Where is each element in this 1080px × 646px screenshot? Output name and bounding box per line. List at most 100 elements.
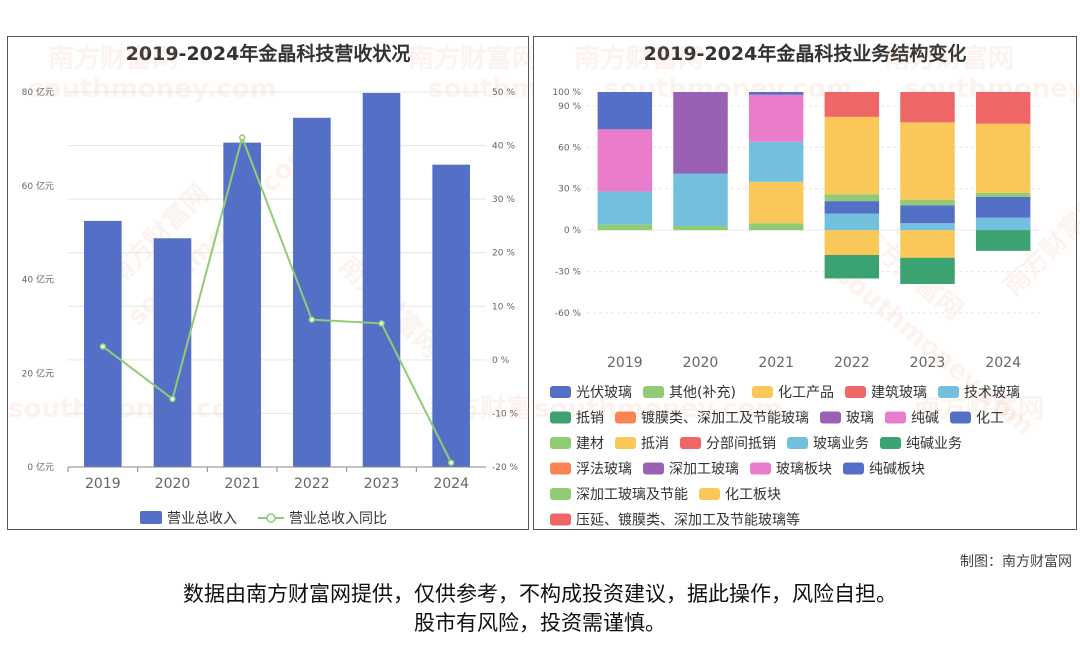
legend-swatch	[680, 437, 701, 449]
yoy-point	[447, 459, 455, 466]
y-tick-left: 20 亿元	[22, 367, 54, 379]
stack-segment	[748, 92, 804, 95]
y-tick-left: 60 亿元	[22, 180, 54, 192]
y-tick-right: 40 %	[492, 142, 515, 152]
watermark-text: 南方财富网	[408, 43, 538, 74]
legend-swatch	[550, 513, 571, 526]
legend-label: 抵销	[576, 411, 604, 427]
legend-label: 压延、镀膜类、深加工及节能玻璃等	[576, 512, 800, 529]
y-tick-right: 50 %	[492, 88, 515, 98]
chart-credit: 制图：南方财富网	[960, 554, 1072, 570]
y-tick-left: 0 亿元	[27, 461, 54, 473]
legend-swatch	[820, 411, 841, 424]
y-tick: 60 %	[558, 143, 581, 153]
stack-segment	[900, 92, 955, 123]
stack-segment	[748, 223, 804, 231]
revenue-chart: 南方财富网southmoney.com南方财富网southmoney.com南方…	[8, 43, 677, 527]
y-tick: -60 %	[555, 309, 582, 319]
stack-segment	[975, 92, 1031, 124]
structure-chart-panel: 2019-2024年金晶科技业务结构变化 南方财富网 southmoney.com…	[533, 36, 1080, 530]
legend-label: 抵消	[641, 436, 669, 452]
stack-segment	[748, 94, 804, 142]
y-tick-right: -20 %	[492, 463, 519, 473]
stack-segment	[824, 194, 880, 202]
legend-label: 纯碱板块	[869, 462, 925, 478]
stack-segment	[900, 205, 955, 224]
x-tick-label: 2024	[985, 355, 1021, 371]
legend-swatch-revenue	[140, 511, 162, 524]
legend-label: 建筑玻璃	[871, 384, 927, 401]
legend-swatch	[550, 386, 571, 398]
legend-swatch	[550, 462, 571, 475]
stack-segment	[900, 257, 955, 284]
stack-segment	[748, 181, 804, 224]
legend-swatch	[880, 437, 901, 449]
x-tick-label: 2022	[294, 476, 330, 492]
stack-segment	[748, 141, 804, 182]
revenue-chart-title: 2019-2024年金晶科技营收状况	[125, 43, 411, 65]
legend-swatch	[938, 386, 959, 398]
stack-segment	[673, 92, 728, 174]
y-tick-right: -10 %	[492, 409, 519, 419]
legend-label: 化工板块	[725, 487, 781, 503]
legend-swatch	[885, 411, 906, 424]
watermark-text: southmoney.com	[8, 394, 257, 424]
watermark-text: southmoney.com	[534, 394, 783, 424]
stack-segment	[900, 230, 955, 258]
legend-label: 玻璃板块	[776, 461, 832, 478]
x-tick-label: 2021	[758, 355, 794, 371]
legend-label-revenue: 营业总收入	[167, 511, 237, 527]
legend-label: 玻璃	[846, 410, 874, 427]
legend-label: 浮法玻璃	[576, 461, 632, 478]
legend-swatch	[699, 488, 720, 500]
revenue-bar	[293, 117, 331, 467]
stack-segment	[597, 224, 653, 231]
stack-segment	[900, 199, 955, 206]
legend-label: 光伏玻璃	[576, 384, 632, 401]
legend-swatch	[615, 411, 636, 424]
stack-segment	[824, 201, 880, 214]
y-tick-right: 30 %	[492, 195, 515, 205]
x-tick-label: 2019	[607, 355, 643, 371]
x-tick-label: 2020	[155, 476, 191, 492]
watermark-text: 南方财富网	[48, 43, 178, 74]
legend-swatch	[752, 386, 773, 398]
stack-segment	[673, 225, 728, 231]
disclaimer-line-1: 数据由南方财富网提供，仅供参考，不构成投资建议，据此操作，风险自担。	[183, 582, 897, 606]
watermark-text: southmoney.com	[28, 74, 277, 104]
revenue-bar	[432, 164, 470, 467]
x-tick-label: 2024	[433, 476, 469, 492]
stack-segment	[975, 192, 1031, 197]
y-tick: 100 %	[552, 88, 581, 98]
legend-marker-yoy	[266, 513, 276, 523]
stack-segment	[597, 92, 653, 130]
y-tick-right: 20 %	[492, 249, 515, 259]
revenue-bar	[223, 142, 261, 467]
legend-swatch	[950, 411, 971, 424]
stack-segment	[975, 196, 1031, 218]
y-tick: 30 %	[558, 185, 581, 195]
x-tick-label: 2023	[364, 476, 400, 492]
stack-segment	[824, 116, 880, 195]
legend-swatch	[550, 488, 571, 500]
yoy-line	[102, 134, 453, 464]
revenue-bar	[362, 92, 401, 467]
stack-segment	[673, 173, 728, 226]
legend-label: 其他(补充)	[669, 385, 736, 401]
yoy-point	[169, 395, 176, 403]
y-tick-right: 10 %	[492, 302, 515, 312]
legend-swatch	[615, 437, 636, 449]
x-tick-label: 2023	[910, 355, 946, 371]
stack-segment	[900, 122, 955, 200]
legend-swatch	[550, 437, 571, 449]
legend-label: 玻璃业务	[813, 435, 869, 452]
y-tick: 0 %	[564, 226, 582, 236]
yoy-point	[308, 316, 316, 323]
disclaimer: 数据由南方财富网提供，仅供参考，不构成投资建议，据此操作，风险自担。 股市有风险…	[0, 580, 1080, 638]
y-tick-left: 40 亿元	[22, 274, 54, 286]
legend-label-yoy: 营业总收入同比	[289, 511, 387, 527]
y-tick: 90 %	[558, 102, 581, 112]
legend-swatch	[550, 411, 571, 424]
y-tick-right: 0 %	[492, 356, 510, 366]
structure-chart-title: 2019-2024年金晶科技业务结构变化	[643, 43, 967, 65]
